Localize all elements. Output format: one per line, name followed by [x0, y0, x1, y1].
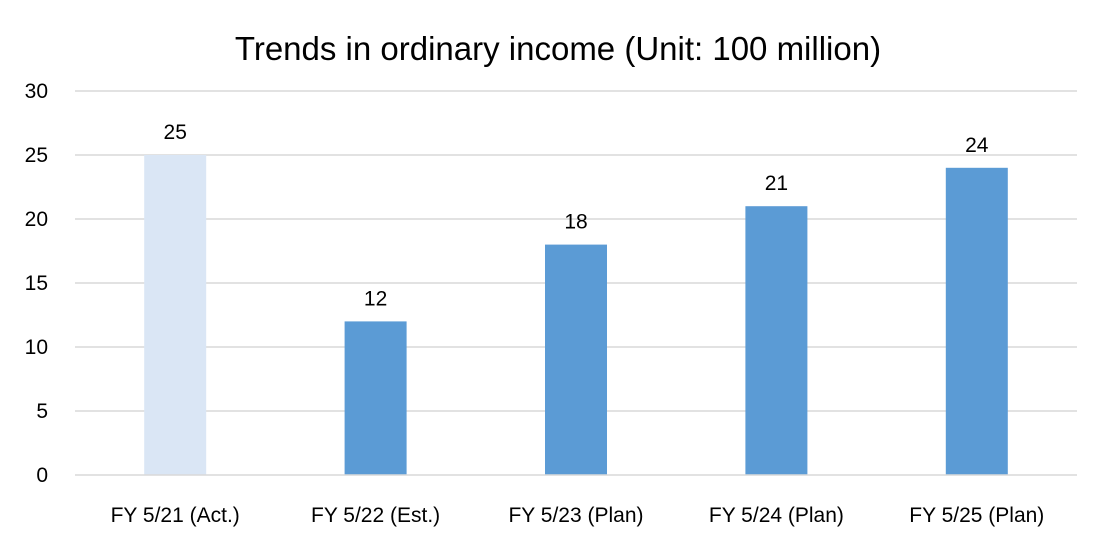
y-tick-label: 20 [25, 208, 48, 231]
bars [144, 155, 1008, 476]
y-tick-label: 0 [36, 464, 48, 487]
x-tick-label-1: FY 5/21 (Act.) [111, 504, 240, 527]
y-tick-label: 30 [25, 80, 48, 103]
y-tick-label: 10 [25, 336, 48, 359]
x-axis-ticks: FY 5/21 (Act.) FY 5/22 (Est.) FY 5/23 (Pla… [111, 504, 1045, 527]
bar-5 [945, 167, 1008, 476]
x-tick-label-5: FY 5/25 (Plan) [909, 504, 1044, 527]
data-label-4: 21 [765, 172, 788, 195]
bar-3 [545, 244, 607, 475]
chart-title: Trends in ordinary income (Unit: 100 mil… [234, 30, 882, 67]
x-tick-label-4: FY 5/24 (Plan) [709, 504, 844, 527]
bar-4 [745, 206, 808, 475]
bar-2 [344, 321, 407, 475]
bar-1 [144, 155, 207, 475]
y-tick-label: 25 [25, 144, 48, 167]
y-tick-label: 15 [25, 272, 48, 295]
x-tick-label-3: FY 5/23 (Plan) [508, 504, 643, 527]
y-tick-label: 5 [36, 400, 48, 423]
data-label-1: 25 [164, 121, 187, 144]
data-labels: 25 12 18 21 24 [164, 121, 989, 310]
x-tick-label-2: FY 5/22 (Est.) [311, 504, 440, 527]
data-label-2: 12 [364, 287, 387, 310]
y-axis-ticks: 0 5 10 15 20 25 30 [25, 80, 48, 487]
data-label-3: 18 [564, 211, 587, 234]
data-label-5: 24 [965, 134, 989, 157]
